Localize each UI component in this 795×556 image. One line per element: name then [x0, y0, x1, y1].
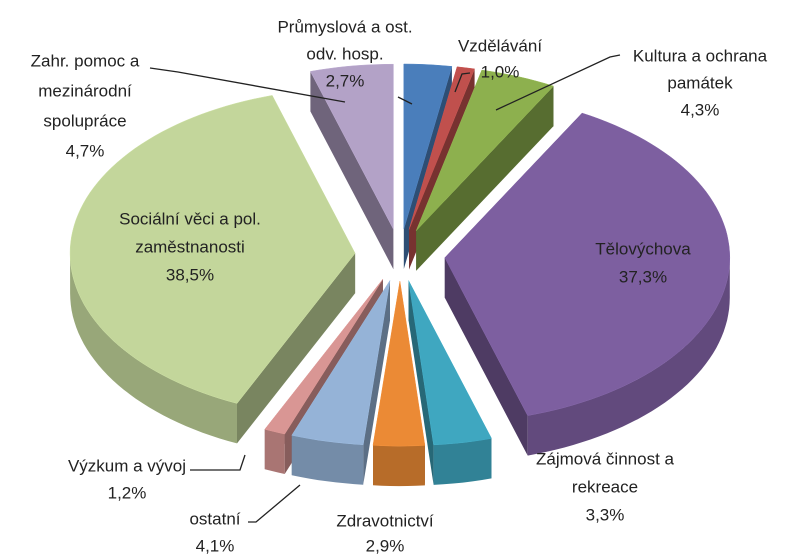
category-label: Tělovýchova: [595, 239, 691, 258]
value-label: 1,2%: [108, 483, 147, 502]
slice-wall: [264, 429, 285, 474]
slice-top: [310, 63, 394, 230]
leader-line: [397, 96, 413, 105]
slice-side: [444, 257, 528, 456]
category-label: Zájmová činnost a: [536, 449, 674, 468]
category-label: ostatní: [189, 509, 240, 528]
slice-wall: [291, 435, 364, 485]
slice-side: [408, 280, 434, 485]
category-label: Sociální věci a pol.: [119, 209, 261, 228]
category-label: památek: [667, 73, 733, 92]
slice-wall: [527, 257, 730, 456]
value-label: 37,3%: [619, 267, 667, 286]
labels: Průmyslová a ost. odv. hosp. 2,7% Vzděláván…: [31, 17, 768, 555]
category-label: Průmyslová a ost.: [277, 17, 412, 36]
slice-wall: [433, 438, 492, 485]
leader-line: [190, 454, 246, 471]
slice-top: [408, 66, 475, 230]
value-label: 4,3%: [681, 100, 720, 119]
slice-top: [403, 63, 453, 230]
slice-top: [69, 95, 356, 404]
slice-top: [291, 280, 391, 445]
leader-lines: [149, 54, 621, 523]
slice: [69, 95, 356, 444]
slice-side: [264, 279, 383, 470]
slice-top: [444, 112, 731, 416]
value-label: 2,7%: [326, 71, 365, 90]
slice: [415, 69, 554, 271]
slice: [408, 280, 492, 485]
leader-line: [149, 67, 346, 103]
slice: [310, 63, 394, 270]
pie: [69, 63, 731, 487]
leader-line: [454, 72, 471, 93]
leader-line: [495, 54, 621, 111]
slice: [291, 280, 391, 485]
value-label: 38,5%: [166, 265, 214, 284]
value-label: 4,7%: [66, 141, 105, 160]
slice-top: [415, 69, 554, 231]
category-label: Zdravotnictví: [336, 511, 434, 530]
slice-top: [264, 278, 384, 435]
slice-side: [416, 86, 554, 271]
category-label: mezinárodní: [38, 81, 132, 100]
value-label: 1,0%: [481, 62, 520, 81]
category-label: zaměstnanosti: [135, 237, 245, 256]
category-label: Vzdělávání: [458, 36, 542, 55]
leader-line: [248, 484, 301, 523]
slice-side: [237, 253, 356, 444]
value-label: 2,9%: [366, 536, 405, 555]
category-label: odv. hosp.: [306, 44, 383, 63]
category-label: spolupráce: [43, 111, 126, 130]
slice-wall: [70, 253, 237, 444]
slice-side: [310, 71, 394, 270]
slice: [444, 112, 731, 456]
slice-side: [363, 280, 390, 485]
slice: [372, 281, 426, 487]
category-label: Zahr. pomoc a: [31, 51, 140, 70]
category-label: Kultura a ochrana: [633, 46, 768, 65]
category-label: rekreace: [572, 477, 638, 496]
slice-wall: [373, 445, 425, 487]
value-label: 4,1%: [196, 536, 235, 555]
value-label: 3,3%: [586, 505, 625, 524]
category-label: Výzkum a vývoj: [68, 456, 186, 475]
slice-top: [372, 281, 426, 447]
slice-top: [408, 280, 492, 446]
